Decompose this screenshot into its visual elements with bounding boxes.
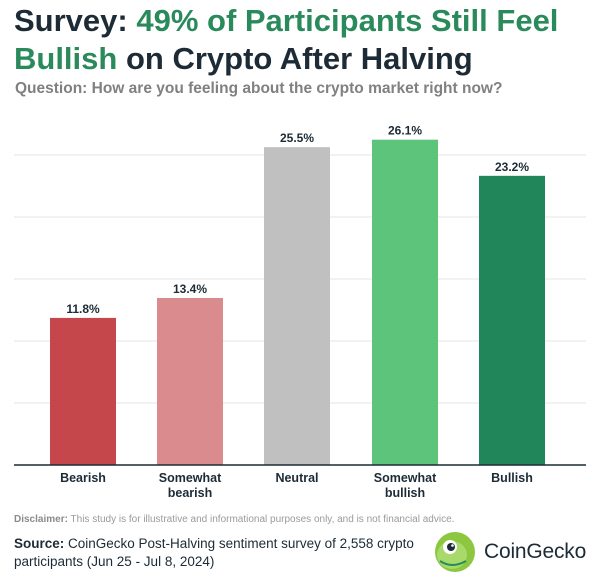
- category-label: Somewhat: [374, 471, 437, 485]
- disclaimer-text: This study is for illustrative and infor…: [67, 514, 455, 525]
- gecko-logo-icon: [435, 532, 475, 572]
- value-label: 11.8%: [66, 302, 100, 316]
- bar-bullish: [479, 175, 545, 465]
- bar-bearish: [50, 317, 116, 465]
- chart-subtitle: Question: How are you feeling about the …: [15, 80, 503, 97]
- brand-name: CoinGecko: [484, 540, 587, 563]
- disclaimer-label: Disclaimer:: [14, 514, 68, 525]
- category-label: Somewhat: [159, 471, 222, 485]
- disclaimer: Disclaimer: This study is for illustrati…: [14, 514, 454, 525]
- coingecko-brand: CoinGecko: [432, 531, 586, 573]
- value-label: 26.1%: [388, 124, 422, 138]
- title-part-3: on Crypto After Halving: [117, 41, 473, 76]
- value-label: 23.2%: [495, 160, 529, 174]
- category-label: bullish: [385, 486, 425, 500]
- source-label: Source:: [14, 536, 65, 551]
- category-label: Bullish: [491, 471, 533, 485]
- chart-title: Survey: 49% of Participants Still Feel B…: [14, 2, 594, 78]
- source-note: Source: CoinGecko Post-Halving sentiment…: [14, 535, 414, 571]
- value-label: 13.4%: [173, 282, 207, 296]
- title-part-2: 49% of Participants Still Feel Bullish: [14, 3, 559, 76]
- category-label: Bearish: [60, 471, 106, 485]
- value-label: 25.5%: [280, 131, 314, 145]
- source-text: CoinGecko Post-Halving sentiment survey …: [14, 536, 414, 569]
- category-label: bearish: [168, 486, 212, 500]
- bar-somewhat-bullish: [372, 139, 438, 466]
- bar-somewhat-bearish: [157, 297, 223, 465]
- category-label: Neutral: [275, 471, 318, 485]
- title-part-1: Survey:: [14, 3, 137, 38]
- bar-neutral: [264, 147, 330, 465]
- bar-chart: 11.8%Bearish13.4%Somewhatbearish25.5%Neu…: [14, 124, 586, 500]
